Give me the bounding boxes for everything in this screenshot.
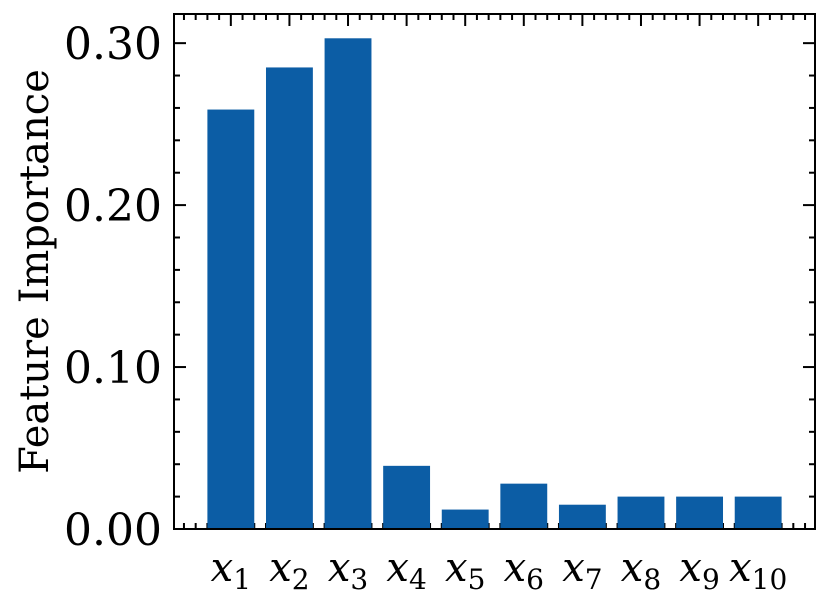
y-tick-label: 0.20	[64, 181, 162, 232]
x-tick-label: x8	[621, 545, 661, 596]
x-tick-labels: x1 x2 x3 x4 x5 x6 x7 x8 x9 x10	[211, 545, 788, 596]
bar-x2	[265, 67, 313, 530]
bar-x10	[734, 496, 782, 529]
bar-x9	[676, 496, 724, 529]
bar-x6	[500, 483, 548, 529]
bar-x7	[558, 504, 606, 529]
x-tick-label: x7	[562, 545, 602, 596]
bar-x3	[324, 38, 372, 530]
bar-x5	[441, 509, 489, 529]
x-tick-label: x3	[328, 545, 368, 596]
x-tick-label: x2	[269, 545, 309, 596]
bars	[207, 38, 782, 530]
x-tick-label: x6	[504, 545, 544, 596]
x-tick-label: x5	[445, 545, 485, 596]
x-tick-label: x4	[386, 545, 426, 596]
y-tick-labels: 0.00 0.10 0.20 0.30	[64, 19, 162, 556]
bar-x1	[207, 109, 255, 529]
y-tick-label: 0.30	[64, 19, 162, 70]
x-tick-label: x10	[729, 545, 787, 596]
x-tick-label: x1	[211, 545, 251, 596]
y-axis-title: Feature Importance	[12, 69, 58, 474]
y-tick-label: 0.10	[64, 343, 162, 394]
plot-frame	[173, 13, 816, 530]
y-tick-label: 0.00	[64, 505, 162, 556]
bar-x8	[617, 496, 665, 529]
x-tick-label: x9	[679, 545, 719, 596]
bar-x4	[383, 465, 431, 529]
